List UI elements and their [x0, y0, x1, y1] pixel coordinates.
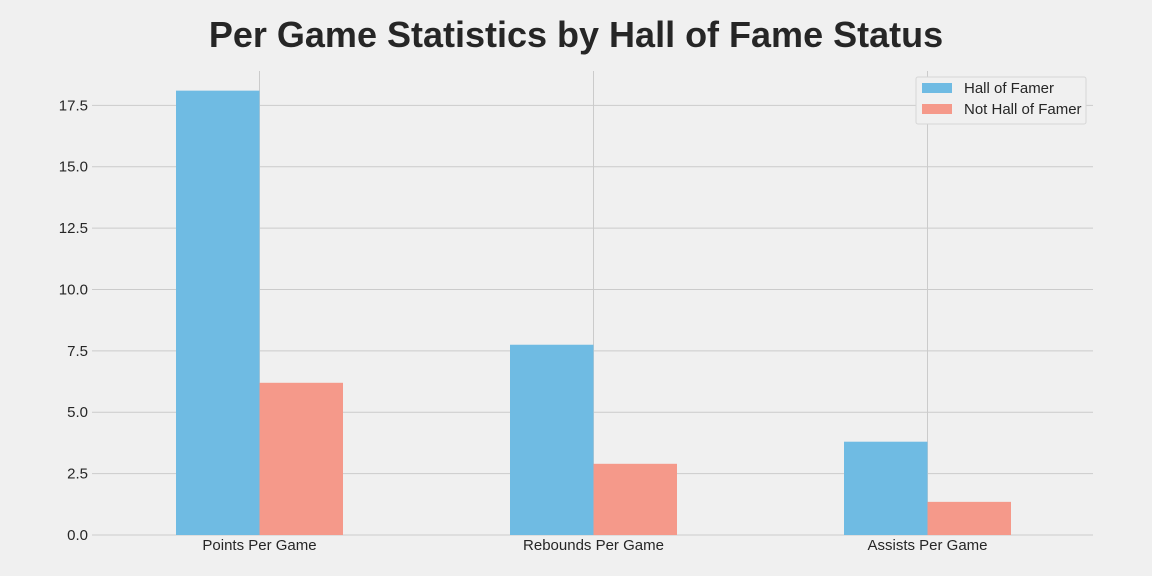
bar-hall-of-famer-0 [176, 90, 260, 536]
legend-label: Hall of Famer [964, 80, 1054, 97]
bar-not-hall-of-famer-1 [593, 463, 677, 535]
y-tick-label: 5.0 [67, 404, 88, 421]
y-tick-label: 17.5 [59, 97, 88, 114]
x-axis-ticks: Points Per Game Rebounds Per Game Assists … [202, 537, 987, 554]
x-tick-label: Assists Per Game [867, 537, 987, 554]
y-tick-label: 10.0 [59, 281, 88, 298]
legend-label: Not Hall of Famer [964, 101, 1082, 118]
bar-not-hall-of-famer-2 [927, 501, 1011, 535]
bar-hall-of-famer-1 [510, 344, 594, 535]
bars [176, 90, 1011, 536]
y-tick-label: 12.5 [59, 220, 88, 237]
x-tick-label: Rebounds Per Game [523, 537, 664, 554]
y-tick-label: 7.5 [67, 343, 88, 360]
legend-box [915, 76, 1087, 125]
y-axis-ticks: 0.0 2.5 5.0 7.5 10.0 12.5 15.0 17.5 [59, 97, 88, 544]
y-tick-label: 2.5 [67, 466, 88, 483]
y-tick-label: 15.0 [59, 159, 88, 176]
legend: Hall of Famer Not Hall of Famer [915, 76, 1087, 125]
y-tick-label: 0.0 [67, 527, 88, 544]
chart-title: Per Game Statistics by Hall of Fame Stat… [208, 14, 944, 55]
legend-swatch [922, 104, 952, 114]
bar-not-hall-of-famer-0 [259, 382, 343, 535]
x-tick-label: Points Per Game [202, 537, 316, 554]
legend-swatch [922, 83, 952, 93]
bar-hall-of-famer-2 [844, 441, 928, 535]
